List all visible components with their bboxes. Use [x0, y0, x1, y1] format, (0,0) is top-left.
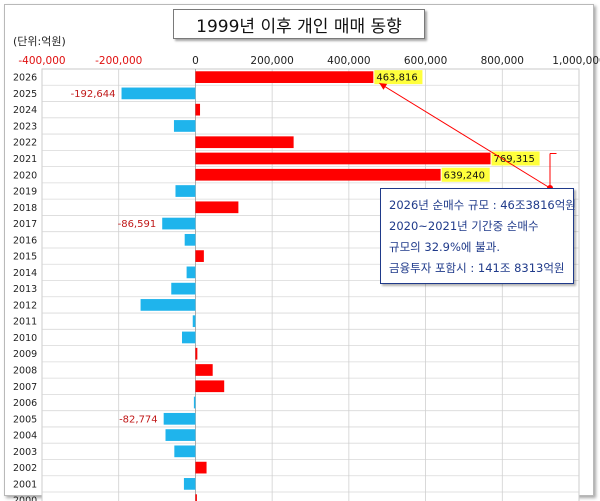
y-category-label: 2019 — [13, 187, 37, 198]
y-category-label: 2024 — [13, 105, 37, 116]
data-label-highlight — [374, 70, 423, 85]
bar-2014 — [186, 266, 196, 279]
bar-2018 — [195, 201, 239, 214]
y-category-label: 2022 — [13, 138, 37, 149]
y-category-label: 2020 — [13, 170, 37, 181]
bar-2005 — [163, 412, 196, 425]
bar-2000 — [195, 494, 197, 501]
annotation-arrowhead — [379, 83, 388, 90]
chart-title: 1999년 이후 개인 매매 동향 — [196, 16, 402, 37]
bar-2022 — [195, 136, 294, 149]
annotation-line-2: 2020~2021년 기간중 순매수 — [389, 219, 539, 233]
bar-2008 — [195, 364, 213, 376]
annotation-line-1: 2026년 순매수 규모 : 46조3816억원 — [389, 198, 576, 212]
y-category-label: 2026 — [13, 73, 37, 84]
bar-2017 — [162, 217, 196, 230]
y-category-label: 2010 — [13, 333, 37, 344]
y-category-label: 2014 — [13, 268, 37, 279]
bar-2004 — [165, 429, 196, 441]
bar-2009 — [195, 347, 198, 360]
bar-2023 — [173, 120, 196, 132]
plot-area — [41, 68, 580, 501]
bar-2021 — [195, 152, 491, 165]
annotation-line-3: 규모의 32.9%에 불과. — [389, 240, 500, 254]
annotation-box: 2026년 순매수 규모 : 46조3816억원 2020~2021년 기간중 … — [380, 188, 576, 284]
chart-title-box: 1999년 이후 개인 매매 동향 — [173, 9, 425, 39]
x-tick-label: 0 — [192, 55, 199, 67]
x-tick-label: -400,000 — [18, 55, 65, 67]
y-category-label: 2008 — [13, 365, 37, 376]
x-tick-label: -200,000 — [95, 55, 142, 67]
bar-2026 — [195, 71, 374, 83]
bar-2015 — [195, 250, 204, 262]
y-category-label: 2005 — [13, 414, 37, 425]
annotation-line-4: 금융투자 포함시 : 141조 8313억원 — [389, 261, 565, 275]
data-label-2026: 463,816 — [376, 73, 417, 84]
y-category-label: 2006 — [13, 398, 37, 409]
bar-2011 — [192, 315, 196, 328]
data-label-2005: -82,774 — [119, 414, 158, 425]
y-category-label: 2012 — [13, 300, 37, 311]
bar-2013 — [171, 282, 196, 295]
bar-2010 — [182, 331, 196, 344]
bar-2002 — [195, 461, 207, 474]
y-category-label: 2001 — [13, 479, 37, 490]
y-category-label: 2003 — [13, 447, 37, 458]
data-label-2020: 639,240 — [444, 170, 485, 181]
x-tick-label: 800,000 — [481, 55, 524, 67]
bar-2007 — [195, 380, 225, 393]
data-label-2017: -86,591 — [118, 219, 157, 230]
y-category-label: 2016 — [13, 235, 37, 246]
y-category-label: 2013 — [13, 284, 37, 295]
y-category-label: 2002 — [13, 463, 37, 474]
data-label-highlight — [441, 167, 490, 182]
y-category-label: 2025 — [13, 89, 37, 100]
annotation-arrow-line — [379, 82, 551, 189]
x-tick-label: 600,000 — [404, 55, 447, 67]
data-label-2025: -192,644 — [71, 89, 116, 100]
unit-label: (단위:억원) — [13, 35, 66, 48]
y-category-label: 2017 — [13, 219, 37, 230]
x-tick-label: 1,000,000 — [552, 55, 600, 67]
bar-2012 — [140, 299, 196, 311]
bar-2001 — [183, 478, 196, 490]
y-category-label: 2015 — [13, 252, 37, 263]
bar-2020 — [195, 168, 441, 181]
y-category-label: 2009 — [13, 349, 37, 360]
x-tick-label: 400,000 — [327, 55, 370, 67]
y-category-label: 2023 — [13, 121, 37, 132]
bar-2024 — [195, 103, 201, 116]
data-label-highlight — [491, 151, 540, 166]
bar-2003 — [174, 445, 196, 458]
bar-2025 — [121, 87, 196, 100]
y-category-label: 2021 — [13, 154, 37, 165]
y-category-label: 2007 — [13, 382, 37, 393]
bar-2006 — [193, 396, 196, 409]
bar-2019 — [175, 185, 196, 197]
y-category-label: 2018 — [13, 203, 37, 214]
x-tick-label: 200,000 — [250, 55, 293, 67]
data-label-2021: 769,315 — [494, 154, 535, 165]
y-category-label: 2011 — [13, 317, 37, 328]
bar-2016 — [184, 233, 196, 246]
y-category-label: 2000 — [13, 496, 37, 501]
y-category-label: 2004 — [13, 431, 37, 442]
